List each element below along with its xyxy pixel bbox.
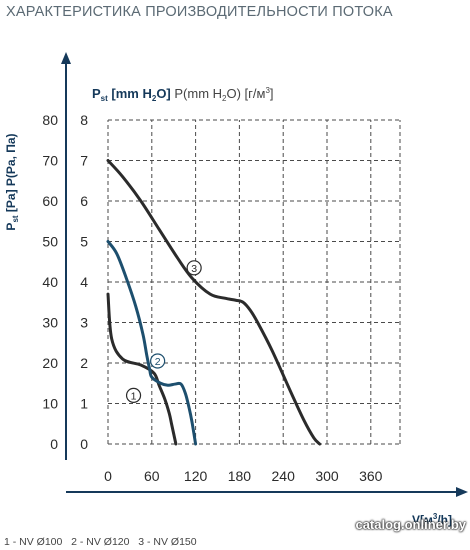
x-tick-label: 240 — [272, 468, 296, 484]
series-marker-label: 3 — [191, 263, 197, 275]
tick-labels: 0 010 120 230 340 450 560 670 780 80 60 120 180 240 30… — [42, 112, 382, 484]
y-axis-arrow — [61, 52, 71, 64]
y-axis-label-right: Pst [mm H2O] P(mm H2O) [г/м3] — [92, 86, 274, 103]
y-tick-label-pa: 40 — [42, 274, 58, 290]
y-tick-label-pa: 80 — [42, 112, 58, 128]
y-tick-label-pa: 50 — [42, 234, 58, 250]
y-tick-label-pa: 30 — [42, 315, 58, 331]
x-tick-label: 300 — [315, 468, 339, 484]
y-tick-label-pa: 20 — [42, 355, 58, 371]
series-line-2 — [106, 240, 198, 446]
series-marker-2 — [150, 353, 166, 369]
y-tick-label-mm: 4 — [80, 274, 88, 290]
x-tick-label: 0 — [104, 468, 112, 484]
x-axis-arrow — [456, 487, 468, 497]
chart-axes — [61, 52, 468, 497]
grid-lines — [107, 119, 401, 445]
y-tick-label-mm: 7 — [80, 153, 88, 169]
y-tick-label-pa: 60 — [42, 193, 58, 209]
y-tick-label-pa: 0 — [50, 436, 58, 452]
y-tick-label-mm: 1 — [80, 396, 88, 412]
series-marker-label: 2 — [155, 356, 161, 368]
watermark: catalog.onliner.by — [355, 517, 466, 532]
series-line-1 — [106, 292, 178, 446]
series-marker-3 — [186, 260, 202, 276]
data-series — [106, 159, 322, 446]
y-tick-label-pa: 10 — [42, 396, 58, 412]
y-axis-label-left: Pst [Pa] P(Pa, Па) — [4, 133, 20, 230]
page-title: ХАРАКТЕРИСТИКА ПРОИЗВОДИТЕЛЬНОСТИ ПОТОКА — [6, 4, 393, 20]
x-tick-label: 360 — [359, 468, 383, 484]
y-tick-label-mm: 2 — [80, 355, 88, 371]
x-tick-label: 60 — [144, 468, 160, 484]
series-legend: 1 - NV Ø100 2 - NV Ø120 3 - NV Ø150 — [4, 536, 197, 548]
y-tick-label-mm: 6 — [80, 193, 88, 209]
y-tick-label-mm: 8 — [80, 112, 88, 128]
y-tick-label-mm: 3 — [80, 315, 88, 331]
x-axis-label: V[м3/h] — [412, 512, 452, 527]
x-tick-label: 180 — [228, 468, 252, 484]
series-marker-label: 1 — [131, 390, 137, 402]
y-tick-label-mm: 0 — [80, 436, 88, 452]
series-line-3 — [106, 159, 322, 446]
y-tick-label-pa: 70 — [42, 153, 58, 169]
series-annotations: 1 2 3 — [125, 260, 202, 403]
series-marker-1 — [125, 387, 142, 403]
y-tick-label-mm: 5 — [80, 234, 88, 250]
x-tick-label: 120 — [184, 468, 208, 484]
